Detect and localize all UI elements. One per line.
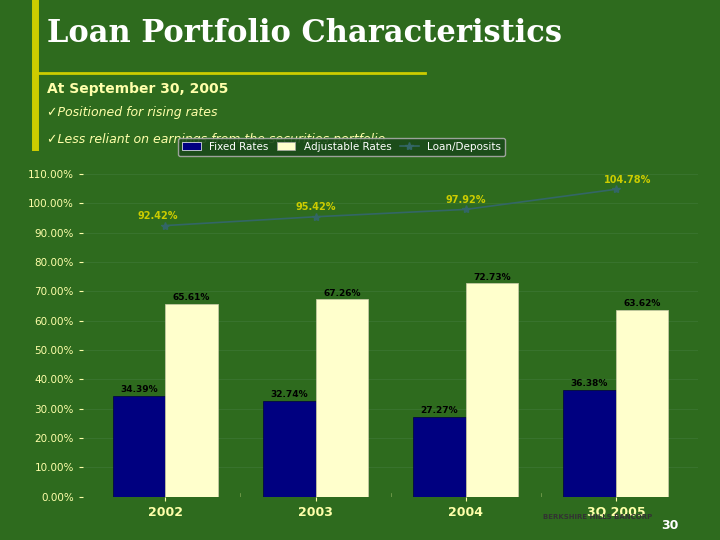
Text: 67.26%: 67.26% xyxy=(323,289,361,298)
Text: ✓Less reliant on earnings from the securities portfolio: ✓Less reliant on earnings from the secur… xyxy=(47,133,385,146)
Text: 32.74%: 32.74% xyxy=(271,390,308,399)
Bar xyxy=(563,390,616,497)
Text: 27.27%: 27.27% xyxy=(420,406,458,415)
Line: Loan/Deposits: Loan/Deposits xyxy=(161,185,620,230)
Text: 95.42%: 95.42% xyxy=(295,202,336,212)
Bar xyxy=(315,299,368,497)
Text: BERKSHIRE HILLS BANCORP: BERKSHIRE HILLS BANCORP xyxy=(543,514,652,520)
Bar xyxy=(413,417,466,497)
Text: 97.92%: 97.92% xyxy=(446,195,486,205)
Text: 34.39%: 34.39% xyxy=(120,385,158,394)
Legend: Fixed Rates, Adjustable Rates, Loan/Deposits: Fixed Rates, Adjustable Rates, Loan/Depo… xyxy=(178,138,505,156)
Bar xyxy=(263,401,315,497)
Loan/Deposits xyxy=(161,222,170,229)
Text: 72.73%: 72.73% xyxy=(473,273,510,281)
Text: 30: 30 xyxy=(661,519,678,532)
Text: 63.62%: 63.62% xyxy=(624,299,661,308)
Text: 65.61%: 65.61% xyxy=(173,293,210,302)
Text: ✓Positioned for rising rates: ✓Positioned for rising rates xyxy=(47,106,217,119)
Text: 92.42%: 92.42% xyxy=(138,211,178,221)
Bar xyxy=(166,304,218,497)
Loan/Deposits xyxy=(462,206,470,213)
Text: 104.78%: 104.78% xyxy=(604,175,652,185)
Bar xyxy=(113,396,166,497)
Text: Loan Portfolio Characteristics: Loan Portfolio Characteristics xyxy=(47,18,562,49)
Loan/Deposits xyxy=(311,213,320,220)
Loan/Deposits xyxy=(611,186,620,193)
Bar xyxy=(466,284,518,497)
Bar xyxy=(616,310,668,497)
Text: 36.38%: 36.38% xyxy=(571,379,608,388)
Text: At September 30, 2005: At September 30, 2005 xyxy=(47,82,228,96)
